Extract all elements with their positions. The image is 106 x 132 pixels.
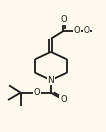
Text: O: O (74, 26, 80, 36)
Text: O: O (60, 95, 67, 105)
Text: O: O (84, 26, 90, 36)
Text: O: O (34, 88, 41, 97)
Text: O: O (60, 15, 67, 24)
Text: N: N (47, 76, 54, 85)
